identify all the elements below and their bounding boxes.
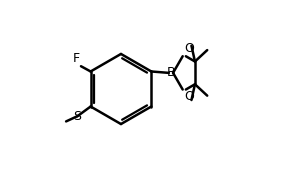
Text: O: O [184,42,194,55]
Text: O: O [184,90,194,103]
Text: F: F [73,52,80,65]
Text: S: S [74,110,82,123]
Text: B: B [167,66,175,79]
